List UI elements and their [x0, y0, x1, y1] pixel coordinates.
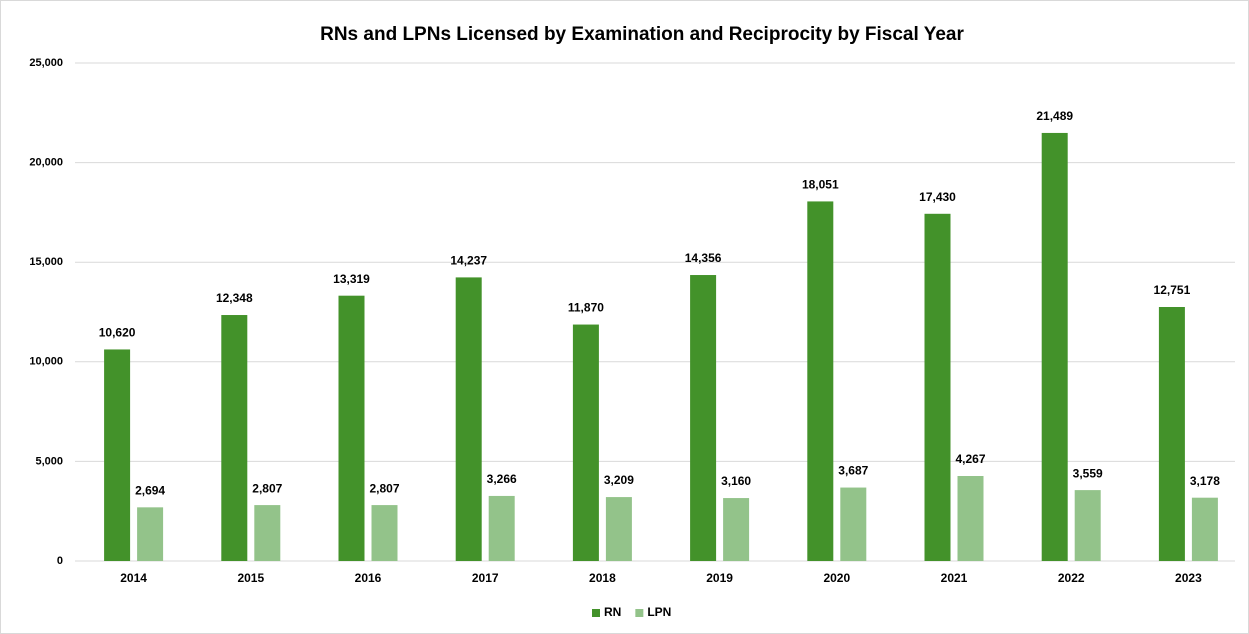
legend-swatch: [635, 609, 644, 617]
bar: [572, 324, 599, 561]
y-tick-label: 0: [57, 555, 63, 567]
value-label: 10,620: [99, 326, 136, 340]
value-label: 3,209: [604, 473, 634, 487]
x-tick-label: 2021: [941, 571, 968, 585]
value-label: 2,807: [252, 481, 282, 495]
bar: [488, 495, 515, 561]
bar: [807, 201, 834, 562]
bar: [137, 507, 164, 561]
x-tick-label: 2014: [120, 571, 147, 585]
bar: [371, 505, 398, 561]
value-label: 3,687: [838, 464, 868, 478]
bar: [455, 277, 482, 561]
value-label: 3,266: [487, 472, 517, 486]
bar: [1191, 497, 1218, 561]
value-label: 17,430: [919, 190, 956, 204]
x-tick-label: 2018: [589, 571, 616, 585]
x-tick-label: 2020: [823, 571, 850, 585]
value-label: 13,319: [333, 272, 370, 286]
value-label: 12,348: [216, 291, 253, 305]
value-label: 3,559: [1073, 466, 1103, 480]
value-label: 21,489: [1036, 109, 1073, 123]
x-tick-label: 2017: [472, 571, 499, 585]
x-tick-label: 2015: [237, 571, 264, 585]
value-label: 12,751: [1154, 283, 1191, 297]
y-tick-label: 5,000: [35, 455, 63, 467]
bar: [840, 487, 867, 561]
bar: [723, 498, 750, 561]
value-label: 2,694: [135, 484, 165, 498]
chart-title: RNs and LPNs Licensed by Examination and…: [320, 24, 964, 45]
x-tick-label: 2023: [1175, 571, 1202, 585]
value-label: 4,267: [955, 452, 985, 466]
value-label: 3,160: [721, 474, 751, 488]
value-label: 2,807: [369, 481, 399, 495]
value-label: 14,237: [450, 254, 487, 268]
bar: [605, 497, 632, 561]
y-tick-label: 20,000: [29, 157, 63, 169]
y-tick-label: 15,000: [29, 256, 63, 268]
bar: [221, 315, 248, 561]
value-label: 18,051: [802, 178, 839, 192]
bar: [1074, 490, 1101, 561]
x-tick-label: 2016: [355, 571, 382, 585]
y-tick-label: 10,000: [29, 356, 63, 368]
legend-label: LPN: [647, 605, 671, 619]
bar: [924, 213, 951, 561]
legend-swatch: [592, 609, 600, 617]
value-label: 3,178: [1190, 474, 1220, 488]
bar: [1158, 307, 1185, 561]
x-tick-label: 2022: [1058, 571, 1085, 585]
bar: [338, 295, 365, 561]
x-tick-label: 2019: [706, 571, 733, 585]
bar: [957, 476, 984, 561]
bar: [104, 349, 131, 561]
value-label: 11,870: [568, 301, 604, 315]
bar: [690, 275, 717, 561]
legend-label: RN: [604, 605, 621, 619]
bar: [1041, 132, 1068, 561]
bar: [254, 505, 281, 561]
y-tick-label: 25,000: [29, 57, 63, 69]
value-label: 14,356: [685, 251, 722, 265]
